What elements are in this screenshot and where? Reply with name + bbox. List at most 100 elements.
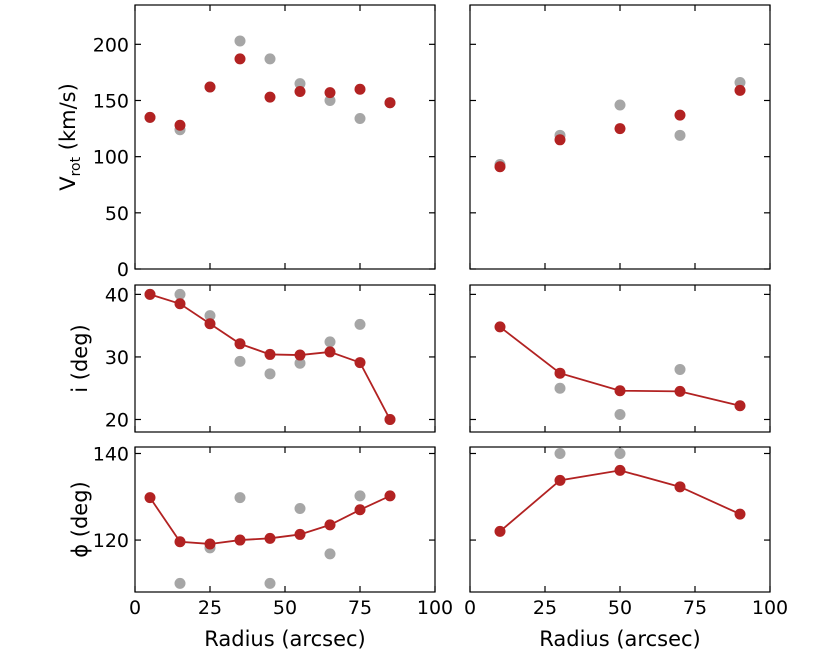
red-data-point [204, 538, 216, 550]
x-tick-label: 100 [752, 597, 788, 619]
y-axis-label: Vrot (km/s) [56, 83, 84, 191]
y-axis-label-sub: rot [68, 156, 84, 176]
red-data-point [614, 385, 626, 397]
red-data-point [204, 318, 216, 330]
x-tick-label: 25 [533, 597, 557, 619]
red-data-point [264, 91, 276, 103]
red-data-point [234, 338, 246, 350]
y-axis-label-unit: (km/s) [56, 83, 80, 157]
red-data-point [294, 528, 306, 540]
y-tick-label: 150 [93, 90, 129, 112]
gray-data-point [174, 288, 186, 300]
red-data-point [554, 367, 566, 379]
y-axis-label: i (deg) [68, 324, 92, 392]
gray-data-point [234, 355, 246, 367]
red-data-point [174, 119, 186, 131]
y-tick-label: 40 [105, 284, 129, 306]
red-data-point [614, 123, 626, 135]
x-tick-label: 50 [273, 597, 297, 619]
panel-pa-left: 120 140 0 25 50 75 100 Radius (arcsec) ϕ (deg) [68, 443, 453, 651]
red-data-point [234, 53, 246, 65]
x-tick-label: 0 [129, 597, 141, 619]
red-data-point [494, 525, 506, 537]
y-axis-label: ϕ (deg) [68, 481, 92, 558]
red-data-point [614, 464, 626, 476]
gray-data-point [554, 382, 566, 394]
y-tick-label: 200 [93, 34, 129, 56]
red-data-point [144, 492, 156, 504]
axes-frame [469, 4, 771, 270]
red-data-point [674, 109, 686, 121]
gray-data-point [674, 363, 686, 375]
red-data-point [144, 288, 156, 300]
gray-data-point [734, 77, 746, 89]
red-data-point [384, 490, 396, 502]
gray-data-point [354, 490, 366, 502]
gray-data-point [554, 447, 566, 459]
y-tick-label: 50 [105, 203, 129, 225]
gray-data-point [264, 368, 276, 380]
red-data-point [204, 81, 216, 93]
red-data-point [264, 532, 276, 544]
red-data-point [734, 400, 746, 412]
red-data-point [324, 346, 336, 358]
red-data-point [324, 87, 336, 99]
red-data-point [234, 534, 246, 546]
gray-data-point [354, 318, 366, 330]
gray-data-point [294, 78, 306, 90]
red-data-point [144, 111, 156, 123]
gray-data-point [264, 53, 276, 65]
x-tick-label: 25 [198, 597, 222, 619]
gray-data-point [174, 577, 186, 589]
panel-incl-left: 20 30 40 i (deg) [68, 284, 436, 433]
gray-data-point [234, 35, 246, 47]
red-series-line [499, 469, 741, 533]
red-data-point [674, 481, 686, 493]
gray-data-point [324, 548, 336, 560]
axes-frame [134, 446, 436, 593]
x-tick-label: 50 [608, 597, 632, 619]
gray-data-point [324, 336, 336, 348]
red-data-point [494, 161, 506, 173]
red-data-point [734, 84, 746, 96]
red-data-point [174, 536, 186, 548]
y-tick-label: 30 [105, 347, 129, 369]
panel-vrot-left: 0 50 100 150 200 Vrot (km/s) [56, 4, 436, 281]
y-tick-label: 100 [93, 147, 129, 169]
red-data-point [264, 348, 276, 360]
red-data-point [294, 86, 306, 98]
red-data-point [354, 83, 366, 95]
y-axis-label-main: V [56, 176, 80, 191]
gray-data-point [674, 129, 686, 141]
y-tick-label: 120 [93, 530, 129, 552]
y-tick-label: 0 [117, 259, 129, 281]
red-data-point [384, 413, 396, 425]
panel-incl-right [469, 284, 771, 433]
x-tick-label: 75 [348, 597, 372, 619]
red-data-point [494, 321, 506, 333]
gray-data-point [324, 94, 336, 106]
panel-vrot-right [469, 4, 771, 270]
gray-data-point [294, 357, 306, 369]
gray-data-point [294, 502, 306, 514]
x-tick-label: 0 [464, 597, 476, 619]
x-axis-label: Radius (arcsec) [204, 627, 365, 651]
gray-data-point [354, 112, 366, 124]
gray-data-point [614, 447, 626, 459]
red-data-point [294, 349, 306, 361]
red-data-point [384, 97, 396, 109]
red-data-point [554, 474, 566, 486]
gray-data-point [614, 408, 626, 420]
panel-pa-right: 0 25 50 75 100 Radius (arcsec) [464, 446, 788, 651]
red-data-point [554, 134, 566, 146]
red-data-point [674, 385, 686, 397]
red-data-point [174, 298, 186, 310]
x-axis-label: Radius (arcsec) [539, 627, 700, 651]
y-tick-label: 140 [93, 443, 129, 465]
red-data-point [734, 508, 746, 520]
gray-data-point [234, 492, 246, 504]
red-data-point [354, 504, 366, 516]
gray-data-point [614, 99, 626, 111]
gray-data-point [264, 577, 276, 589]
